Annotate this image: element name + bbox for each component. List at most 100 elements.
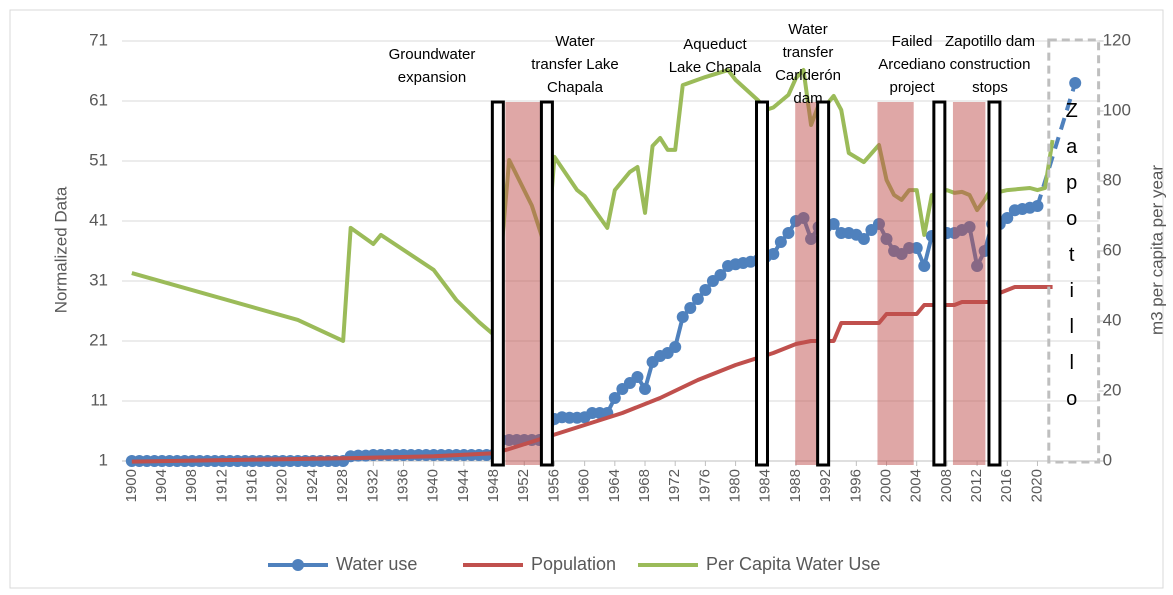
annotation-label: Chapala [547, 79, 604, 96]
x-tick-label: 1952 [515, 469, 532, 502]
x-tick-label: 1992 [817, 469, 834, 502]
x-tick-label: 1980 [727, 469, 744, 502]
annotation-label: stops [972, 79, 1008, 96]
x-tick-label: 1960 [576, 469, 593, 502]
event-marker [539, 100, 554, 467]
x-tick-label: 1964 [606, 469, 623, 502]
x-tick-label: 1920 [274, 469, 291, 502]
y2-tick-label: 40 [1103, 310, 1122, 329]
annotation-label: Water [788, 21, 827, 38]
data-point [714, 269, 727, 281]
data-point [918, 260, 931, 272]
shaded-period [877, 102, 914, 465]
shaded-period [505, 102, 546, 465]
event-marker [816, 100, 831, 467]
shaded-period [952, 102, 986, 465]
event-marker [987, 100, 1002, 467]
data-point [608, 392, 621, 404]
x-tick-label: 1948 [485, 469, 502, 502]
x-tick-label: 1932 [364, 469, 381, 502]
data-point [910, 242, 923, 254]
projection-label: Zapotillo [1061, 100, 1083, 424]
annotation-label: transfer [783, 44, 834, 61]
annotation-label: Aqueduct [683, 36, 747, 53]
data-point [631, 371, 644, 383]
x-tick-label: 2004 [908, 469, 925, 502]
y-tick-label: 21 [89, 330, 108, 349]
event-marker [490, 100, 505, 467]
legend-marker [292, 559, 304, 571]
y2-tick-label: 20 [1103, 380, 1122, 399]
x-tick-label: 1972 [666, 469, 683, 502]
x-tick-label: 1900 [123, 469, 140, 502]
y-tick-label: 51 [89, 150, 108, 169]
annotation-label: Arcediano [878, 56, 946, 73]
y-tick-label: 1 [99, 450, 108, 469]
annotation-label: dam [793, 90, 822, 107]
annotation-label: Zapotillo dam [945, 33, 1035, 50]
data-point [676, 311, 689, 323]
x-tick-label: 1988 [787, 469, 804, 502]
projection-box [1047, 38, 1101, 464]
annotation-label: Water [555, 33, 594, 50]
x-tick-label: 1912 [213, 469, 230, 502]
x-tick-label: 1968 [636, 469, 653, 502]
x-tick-label: 1908 [183, 469, 200, 502]
annotation-label: Lake Chapala [669, 59, 762, 76]
x-tick-label: 2016 [998, 469, 1015, 502]
data-point [827, 218, 840, 230]
data-point [639, 383, 652, 395]
y-axis-label: Normalized Data [51, 186, 70, 313]
y2-tick-label: 100 [1103, 100, 1131, 119]
annotation-label: Carlderón [775, 67, 841, 84]
x-tick-label: 1924 [304, 469, 321, 502]
data-point [691, 293, 704, 305]
legend-label: Water use [336, 554, 417, 574]
data-point [1001, 212, 1014, 224]
x-tick-label: 2008 [938, 469, 955, 502]
shaded-period [795, 102, 821, 465]
x-tick-label: 1996 [847, 469, 864, 502]
y-tick-label: 41 [89, 210, 108, 229]
legend-label: Population [531, 554, 616, 574]
event-marker [754, 100, 769, 467]
data-point [1031, 200, 1044, 212]
annotation-label: Groundwater [389, 46, 476, 63]
annotation-label: project [889, 79, 935, 96]
y2-tick-label: 60 [1103, 240, 1122, 259]
data-point [767, 248, 780, 260]
y2-axis-label: m3 per capita per year [1147, 165, 1166, 335]
x-tick-label: 1984 [757, 469, 774, 502]
annotation-label: expansion [398, 69, 466, 86]
data-point [774, 236, 787, 248]
event-marker [932, 100, 947, 467]
annotation-label: transfer Lake [531, 56, 619, 73]
x-tick-label: 1944 [455, 469, 472, 502]
y-tick-label: 61 [89, 90, 108, 109]
y2-tick-label: 120 [1103, 30, 1131, 49]
y2-tick-label: 0 [1103, 450, 1112, 469]
y-tick-label: 11 [90, 390, 108, 409]
y-tick-label: 31 [89, 270, 108, 289]
x-tick-label: 1940 [425, 469, 442, 502]
x-tick-label: 1956 [545, 469, 562, 502]
x-tick-label: 1936 [394, 469, 411, 502]
x-tick-label: 2000 [877, 469, 894, 502]
legend-label: Per Capita Water Use [706, 554, 880, 574]
x-tick-label: 2012 [968, 469, 985, 502]
data-point [669, 341, 682, 353]
data-point [684, 302, 697, 314]
data-point [782, 227, 795, 239]
data-point [857, 233, 870, 245]
data-point [699, 284, 712, 296]
x-tick-label: 2020 [1028, 469, 1045, 502]
x-tick-label: 1928 [334, 469, 351, 502]
annotation-label: Failed [892, 33, 933, 50]
data-point [1069, 77, 1082, 89]
x-tick-label: 1916 [244, 469, 261, 502]
y-tick-label: 71 [89, 30, 108, 49]
x-tick-label: 1904 [153, 469, 170, 502]
annotation-label: construction [950, 56, 1031, 73]
y2-tick-label: 80 [1103, 170, 1122, 189]
